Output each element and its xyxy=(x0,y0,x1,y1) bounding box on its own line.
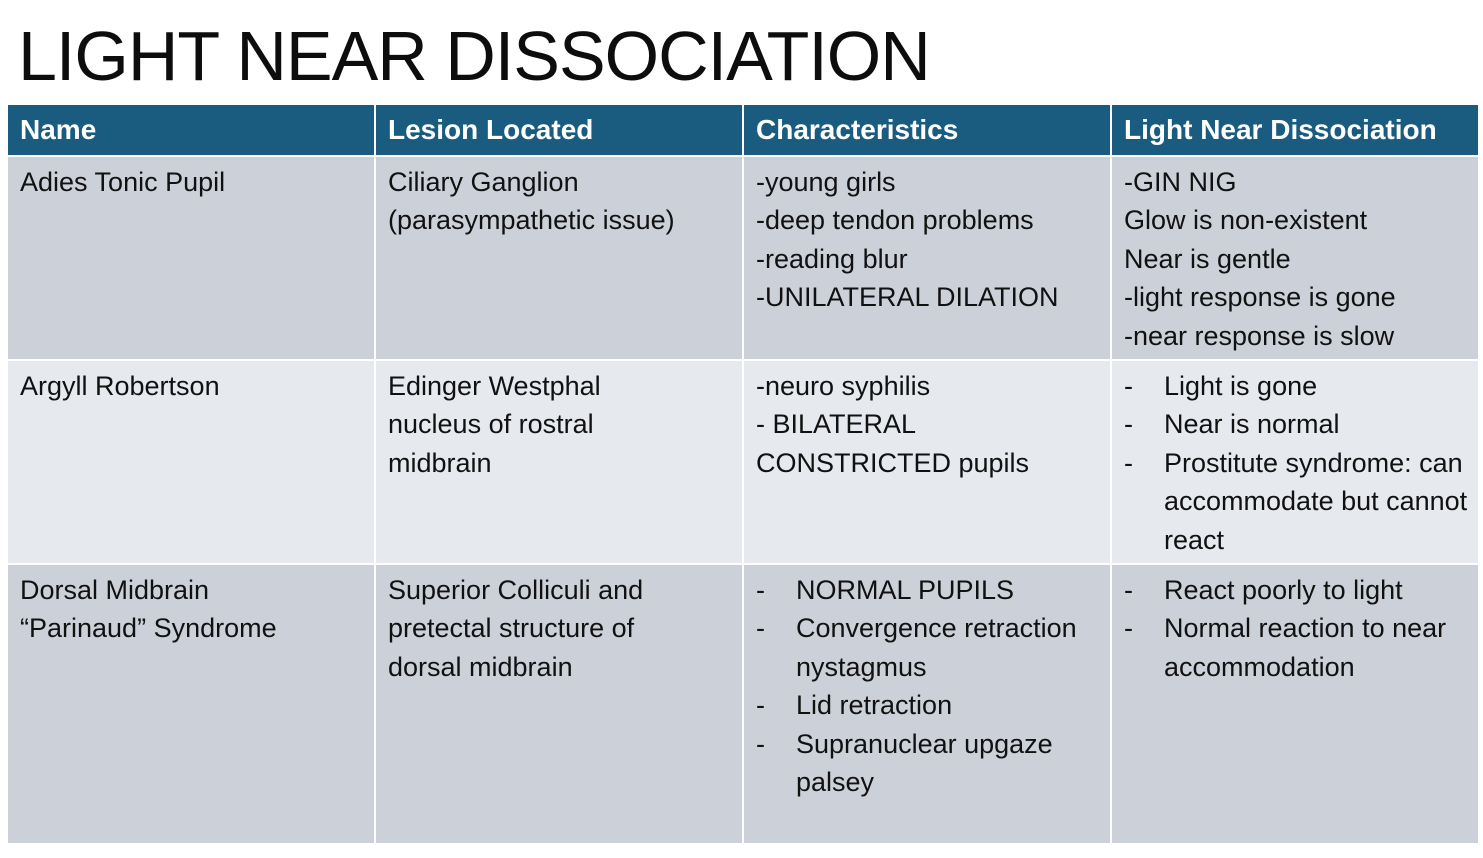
cell-lesion: Edinger Westphal nucleus of rostral midb… xyxy=(374,359,744,566)
bullet-item: - Supranuclear upgaze palsey xyxy=(756,725,1100,802)
bullet-list: - Light is gone - Near is normal - Prostitu… xyxy=(1124,367,1468,559)
bullet-dash: - xyxy=(756,613,765,644)
cell-text: midbrain xyxy=(388,447,492,478)
table-row: Argyll Robertson Edinger Westphal nucleu… xyxy=(6,359,1480,566)
cell-text: -GIN NIG xyxy=(1124,167,1237,197)
cell-text: - BILATERAL xyxy=(756,409,917,440)
cell-name: Dorsal Midbrain “Parinaud” Syndrome xyxy=(6,563,376,846)
bullet-list: - NORMAL PUPILS - Convergence retraction n… xyxy=(756,571,1100,801)
cell-lesion: Superior Colliculi and pretectal structu… xyxy=(374,563,744,846)
cell-text: “Parinaud” Syndrome xyxy=(20,613,277,644)
cell-lesion: Ciliary Ganglion (parasympathetic issue) xyxy=(374,154,744,362)
bullet-dash: - xyxy=(756,690,765,721)
cell-text: pretectal structure of xyxy=(388,613,635,644)
table-row: Adies Tonic Pupil Ciliary Ganglion (para… xyxy=(6,154,1480,362)
bullet-dash: - xyxy=(1124,447,1133,478)
table-row: Dorsal Midbrain “Parinaud” Syndrome Supe… xyxy=(6,563,1480,846)
cell-text: CONSTRICTED pupils xyxy=(756,447,1030,478)
bullet-item: - Convergence retraction nystagmus xyxy=(756,609,1100,686)
bullet-item: - Lid retraction xyxy=(756,686,1100,724)
bullet-text: Normal reaction to near accommodation xyxy=(1164,613,1447,682)
cell-text: Dorsal Midbrain xyxy=(20,575,210,606)
table-header-row: Name Lesion Located Characteristics Ligh… xyxy=(6,103,1480,157)
cell-name: Argyll Robertson xyxy=(6,359,376,566)
cell-lnd: - Light is gone - Near is normal - Prostitu… xyxy=(1110,359,1480,566)
cell-characteristics: -young girls -deep tendon problems -read… xyxy=(742,154,1112,362)
column-header-characteristics: Characteristics xyxy=(742,103,1112,157)
bullet-text: React poorly to light xyxy=(1164,575,1403,606)
cell-text: (parasympathetic issue) xyxy=(388,205,675,236)
bullet-item: - Normal reaction to near accommodation xyxy=(1124,609,1468,686)
cell-text: -young girls xyxy=(756,167,896,197)
column-header-lnd: Light Near Dissociation xyxy=(1110,103,1480,157)
bullet-list: - React poorly to light - Normal reaction … xyxy=(1124,571,1468,686)
cell-text: Superior Colliculi and xyxy=(388,575,644,606)
bullet-text: Lid retraction xyxy=(796,690,953,721)
bullet-dash: - xyxy=(756,575,765,606)
cell-text: Near is gentle xyxy=(1124,243,1291,274)
cell-lnd: - React poorly to light - Normal reaction … xyxy=(1110,563,1480,846)
cell-lnd: -GIN NIG Glow is non-existent Near is ge… xyxy=(1110,154,1480,362)
cell-text: Glow is non-existent xyxy=(1124,205,1368,236)
bullet-dash: - xyxy=(1124,575,1133,606)
cell-text: -near response is slow xyxy=(1124,320,1395,351)
bullet-text: Prostitute syndrome: can accommodate but… xyxy=(1164,447,1468,555)
bullet-dash: - xyxy=(1124,371,1133,402)
bullet-text: Light is gone xyxy=(1164,371,1318,402)
column-header-lesion: Lesion Located xyxy=(374,103,744,157)
bullet-text: Supranuclear upgaze palsey xyxy=(796,728,1053,798)
cell-text: Edinger Westphal xyxy=(388,371,601,402)
cell-text: -reading blur xyxy=(756,243,908,274)
bullet-item: - Light is gone xyxy=(1124,367,1468,405)
bullet-dash: - xyxy=(1124,613,1133,644)
bullet-dash: - xyxy=(756,728,765,759)
bullet-item: - React poorly to light xyxy=(1124,571,1468,609)
bullet-text: Near is normal xyxy=(1164,409,1340,440)
cell-text: -deep tendon problems xyxy=(756,205,1034,236)
bullet-text: Convergence retraction nystagmus xyxy=(796,613,1077,682)
cell-name: Adies Tonic Pupil xyxy=(6,154,376,362)
cell-characteristics: - NORMAL PUPILS - Convergence retraction n… xyxy=(742,563,1112,846)
bullet-dash: - xyxy=(1124,409,1133,440)
bullet-text: NORMAL PUPILS xyxy=(796,575,1015,606)
cell-text: dorsal midbrain xyxy=(388,651,573,682)
cell-text: -neuro syphilis xyxy=(756,371,931,402)
light-near-dissociation-table: Name Lesion Located Characteristics Ligh… xyxy=(6,103,1480,846)
bullet-item: - Near is normal xyxy=(1124,405,1468,443)
column-header-name: Name xyxy=(6,103,376,157)
cell-text: Adies Tonic Pupil xyxy=(20,167,226,197)
cell-text: -UNILATERAL DILATION xyxy=(756,282,1059,313)
cell-text: nucleus of rostral xyxy=(388,409,594,440)
cell-text: Argyll Robertson xyxy=(20,371,220,402)
cell-characteristics: -neuro syphilis - BILATERAL CONSTRICTED … xyxy=(742,359,1112,566)
cell-text: Ciliary Ganglion xyxy=(388,167,579,197)
page-title: LIGHT NEAR DISSOCIATION xyxy=(18,17,931,95)
bullet-item: - NORMAL PUPILS xyxy=(756,571,1100,609)
cell-text: -light response is gone xyxy=(1124,282,1396,313)
bullet-item: - Prostitute syndrome: can accommodate bu… xyxy=(1124,444,1468,559)
